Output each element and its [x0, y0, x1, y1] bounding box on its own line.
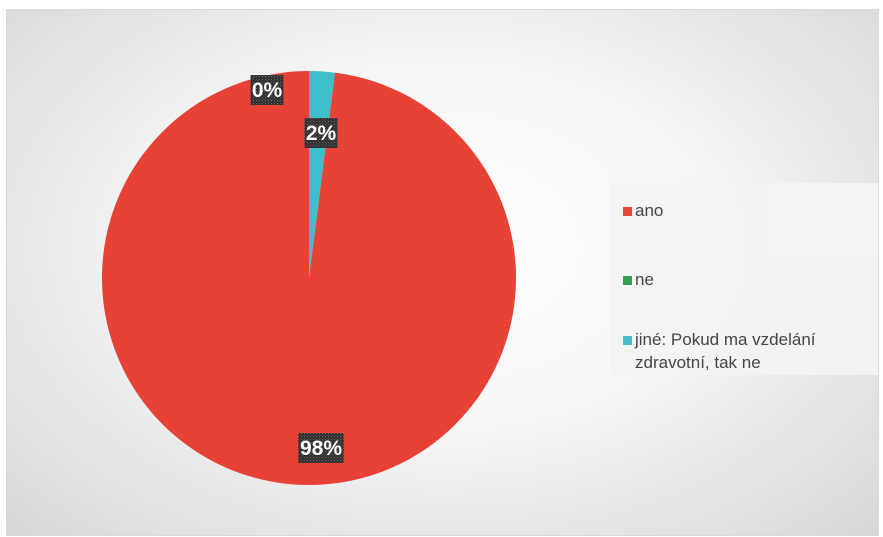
- legend-item-ano: ano: [623, 199, 875, 222]
- data-label-text-ne: 0%: [252, 79, 283, 102]
- chart-area: 98% 0% 2% ano ne jiné: Pokud ma vzdelání z…: [6, 9, 879, 536]
- legend-swatch-jine: [623, 336, 632, 345]
- legend-item-ne: ne: [623, 268, 875, 291]
- data-label-box-ne: [250, 75, 284, 105]
- data-label-text-jine: 2%: [306, 122, 337, 145]
- data-label-box-ano: [298, 433, 344, 463]
- legend-swatch-ne: [623, 276, 632, 285]
- pie-data-labels: 98% 0% 2%: [250, 75, 344, 463]
- legend-swatch-ano: [623, 207, 632, 216]
- pie-chart: 98% 0% 2%: [102, 71, 517, 485]
- pie-slice-ano: [102, 71, 517, 485]
- legend-label-ne: ne: [635, 270, 654, 289]
- data-label-ano: 98%: [298, 433, 344, 463]
- data-label-text-ano: 98%: [300, 437, 342, 460]
- legend: ano ne jiné: Pokud ma vzdelání zdravotní…: [610, 183, 878, 375]
- data-label-ne: 0%: [250, 75, 284, 105]
- legend-item-jine: jiné: Pokud ma vzdelání zdravotní, tak n…: [623, 328, 875, 374]
- legend-label-jine: jiné: Pokud ma vzdelání zdravotní, tak n…: [635, 330, 816, 372]
- data-label-box-jine: [304, 118, 338, 148]
- data-label-jine: 2%: [304, 118, 338, 148]
- legend-label-ano: ano: [635, 201, 664, 220]
